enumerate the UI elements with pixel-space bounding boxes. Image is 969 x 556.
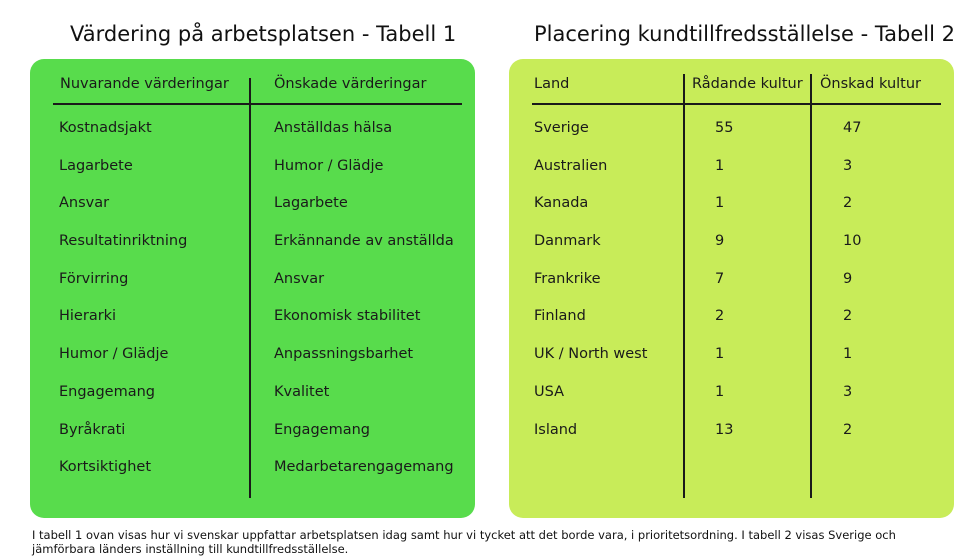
table1-desired-value: Lagarbete: [274, 195, 348, 212]
table1-current-value: Resultatinriktning: [59, 233, 188, 250]
table2-current-culture: 2: [715, 308, 725, 325]
table1-desired-value: Erkännande av anställda: [274, 233, 454, 250]
table2-desired-culture: 3: [843, 383, 853, 400]
table2-desired-culture: 10: [843, 233, 862, 250]
table2-desired-culture: 47: [843, 120, 862, 136]
table2-country: UK / North west: [534, 346, 648, 363]
table2-desired-culture: 9: [843, 270, 853, 287]
table1-desired-value: Engagemang: [274, 421, 370, 438]
table1-desired-value: Ansvar: [274, 270, 325, 287]
table1-current-value: Engagemang: [59, 383, 155, 400]
table2-header-country: Land: [534, 76, 570, 92]
table2-country: Frankrike: [534, 270, 601, 287]
table2-current-culture: 7: [715, 270, 725, 287]
table1-desired-value: Medarbetarengagemang: [274, 459, 454, 476]
table2-current-culture: 1: [715, 195, 725, 212]
table2-column-divider-1: [683, 74, 685, 498]
table1-header-current: Nuvarande värderingar: [60, 76, 229, 92]
table2-country: Island: [534, 421, 578, 438]
table1-current-value: Byråkrati: [59, 421, 126, 438]
table2-desired-culture: 1: [843, 346, 853, 363]
table2-country: USA: [534, 383, 565, 400]
table2-panel: [509, 59, 954, 518]
table2-header-current: Rådande kultur: [692, 76, 803, 92]
table2-title: Placering kundtillfredsställelse - Tabel…: [534, 22, 956, 46]
table2-desired-list: 47 3 2 10 9 2 1 3 2: [843, 120, 861, 459]
table1-current-value: Hierarki: [59, 308, 117, 325]
table1-desired-value: Anställdas hälsa: [274, 120, 393, 136]
table2-country: Sverige: [534, 120, 589, 136]
table2-header-divider: [532, 103, 941, 105]
table2-desired-culture: 2: [843, 421, 853, 438]
table2-country-list: Sverige Australien Kanada Danmark Frankrike F…: [534, 120, 647, 459]
table2-current-culture: 1: [715, 157, 725, 174]
table2-current-culture: 1: [715, 346, 725, 363]
table1-desired-list: Anställdas hälsa Humor / Glädje Lagarbete E…: [274, 120, 454, 497]
table2-country: Danmark: [534, 233, 601, 250]
table2-country: Australien: [534, 157, 608, 174]
table1-current-value: Humor / Glädje: [59, 346, 169, 363]
table1-current-value: Lagarbete: [59, 157, 133, 174]
table1-current-value: Ansvar: [59, 195, 110, 212]
table1-desired-value: Anpassningsbarhet: [274, 346, 414, 363]
table2-current-culture: 55: [715, 120, 734, 136]
table1-current-list: Kostnadsjakt Lagarbete Ansvar Resultatinrik…: [59, 120, 187, 497]
table2-column-divider-2: [810, 74, 812, 498]
table2-current-culture: 9: [715, 233, 725, 250]
table1-current-value: Förvirring: [59, 270, 129, 287]
table2-current-culture: 13: [715, 421, 734, 438]
table1-panel: [30, 59, 475, 518]
table1-header-desired: Önskade värderingar: [274, 76, 427, 92]
table2-current-list: 55 1 1 9 7 2 1 1 13: [715, 120, 733, 459]
caption: I tabell 1 ovan visas hur vi svenskar up…: [32, 528, 896, 556]
table1-current-value: Kostnadsjakt: [59, 120, 152, 136]
table1-desired-value: Kvalitet: [274, 383, 330, 400]
table1-title: Värdering på arbetsplatsen - Tabell 1: [70, 22, 457, 46]
table1-header-divider: [53, 103, 462, 105]
table2-desired-culture: 3: [843, 157, 853, 174]
table2-desired-culture: 2: [843, 195, 853, 212]
table1-current-value: Kortsiktighet: [59, 459, 151, 476]
table1-column-divider: [249, 78, 251, 498]
table2-country: Kanada: [534, 195, 589, 212]
table2-desired-culture: 2: [843, 308, 853, 325]
table2-country: Finland: [534, 308, 586, 325]
table2-current-culture: 1: [715, 383, 725, 400]
table1-desired-value: Ekonomisk stabilitet: [274, 308, 421, 325]
table2-header-desired: Önskad kultur: [820, 76, 922, 92]
table1-desired-value: Humor / Glädje: [274, 157, 384, 174]
